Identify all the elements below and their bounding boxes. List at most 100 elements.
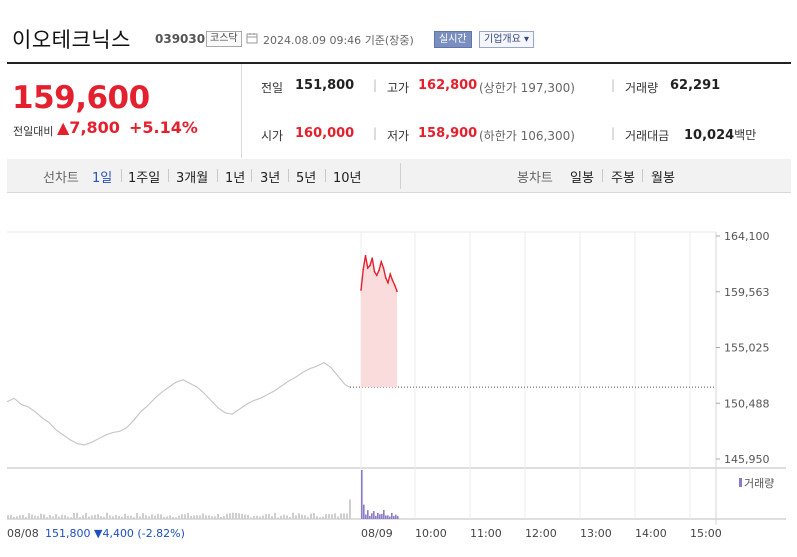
- tab-period-3y[interactable]: 3년: [260, 171, 281, 186]
- amount-value: 10,024백만: [684, 126, 756, 143]
- tab-period-1w[interactable]: 1주일: [128, 171, 161, 186]
- volume-bar: [379, 514, 381, 519]
- volume-bar: [277, 517, 279, 519]
- volume-bar: [298, 513, 300, 519]
- volume-bar: [193, 515, 195, 519]
- volume-bar: [151, 514, 153, 519]
- divider: [251, 169, 252, 182]
- divider: [288, 169, 289, 182]
- open-label: 시가: [261, 129, 284, 143]
- volume-value: 62,291: [670, 78, 721, 93]
- volume-bar: [187, 512, 189, 519]
- x-tick-label: 13:00: [580, 527, 612, 540]
- company-info-button[interactable]: 기업개요 ▾: [479, 31, 534, 48]
- upper-limit: (상한가 197,300): [479, 81, 575, 95]
- x-tick-label: 11:00: [470, 527, 502, 540]
- volume-bar: [10, 514, 12, 519]
- volume-bar: [121, 516, 123, 519]
- tab-period-10y[interactable]: 10년: [333, 171, 362, 186]
- volume-bar: [375, 515, 377, 519]
- divider: |: [373, 78, 378, 92]
- x-tick-label: 15:00: [690, 527, 722, 540]
- today-point: [382, 267, 385, 269]
- volume-bar: [196, 515, 198, 519]
- volume-bar: [253, 515, 255, 519]
- today-point: [364, 254, 367, 257]
- volume-bar: [76, 512, 78, 519]
- volume-bar: [166, 516, 168, 519]
- volume-bar: [52, 516, 54, 519]
- volume-legend-label: 거래량: [744, 477, 774, 490]
- tab-period-1y[interactable]: 1년: [225, 171, 246, 186]
- calendar-icon: [246, 33, 258, 44]
- volume-bar: [154, 515, 156, 519]
- volume-bar: [106, 512, 108, 519]
- today-point: [396, 290, 398, 293]
- volume-bar: [172, 517, 174, 519]
- tab-candle-weekly[interactable]: 주봉: [611, 171, 635, 186]
- tab-period-3m[interactable]: 3개월: [176, 171, 209, 186]
- stock-code: 039030: [155, 32, 206, 46]
- volume-bar: [124, 513, 126, 519]
- volume-bar: [61, 514, 63, 519]
- y-tick-label: 150,488: [724, 397, 770, 410]
- divider: [325, 169, 326, 182]
- volume-bar: [46, 517, 48, 519]
- y-tick-label: 164,100: [724, 230, 770, 243]
- datetime-suffix: 기준(장중): [364, 34, 414, 47]
- volume-bar: [304, 515, 306, 519]
- volume-bar: [250, 517, 252, 519]
- tab-period-1d[interactable]: 1일: [92, 171, 113, 186]
- volume-bar: [64, 515, 66, 519]
- volume-bar: [391, 512, 393, 519]
- volume-bar: [241, 513, 243, 519]
- market-badge: 코스닥: [206, 31, 242, 47]
- volume-bar: [19, 515, 21, 519]
- realtime-button[interactable]: 실시간: [434, 31, 472, 48]
- volume-bar: [383, 510, 385, 519]
- open-value: 160,000: [295, 126, 355, 141]
- tab-period-5y[interactable]: 5년: [296, 171, 317, 186]
- volume-bar: [268, 513, 270, 519]
- volume-bar: [331, 514, 333, 519]
- volume-bar: [37, 516, 39, 519]
- volume-bar: [244, 514, 246, 519]
- today-point: [371, 257, 374, 259]
- today-point: [375, 274, 378, 277]
- volume-bar: [55, 514, 57, 519]
- volume-bar: [28, 513, 30, 519]
- volume-bar: [371, 513, 373, 519]
- tab-candle-daily[interactable]: 일봉: [570, 171, 594, 186]
- volume-bar: [163, 516, 165, 519]
- volume-bar: [130, 515, 132, 519]
- volume-bar: [40, 513, 42, 519]
- volume-bar: [82, 515, 84, 519]
- axis-labels: 164,100 159,563 155,025 150,488 145,950 거래량 08…: [7, 230, 774, 540]
- volume-bar: [361, 470, 363, 519]
- volume-bar: [34, 515, 36, 519]
- today-point: [378, 269, 380, 272]
- tab-candle-monthly[interactable]: 월봉: [651, 171, 675, 186]
- volume-bar: [322, 516, 324, 519]
- volume-bar: [109, 515, 111, 519]
- amount-unit: 백만: [734, 128, 757, 142]
- today-point: [384, 276, 387, 279]
- lower-limit: (하한가 106,300): [479, 129, 575, 143]
- volume-bar: [274, 512, 276, 519]
- volume-bar: [373, 511, 375, 519]
- volume-bar: [220, 516, 222, 519]
- volume-bar: [181, 514, 183, 519]
- divider: |: [373, 126, 378, 140]
- volume-bar: [67, 516, 69, 519]
- volume-label: 거래량: [625, 81, 659, 95]
- volume-bar: [157, 513, 159, 519]
- volume-bar: [334, 513, 336, 519]
- high-label: 고가: [387, 81, 410, 95]
- volume-bar: [385, 515, 387, 519]
- current-price: 159,600: [12, 80, 150, 116]
- volume-bar: [226, 513, 228, 519]
- datetime-value: 2024.08.09 09:46: [263, 34, 362, 47]
- volume-bar: [118, 515, 120, 519]
- today-point: [380, 261, 383, 263]
- y-tick-label: 159,563: [724, 286, 770, 299]
